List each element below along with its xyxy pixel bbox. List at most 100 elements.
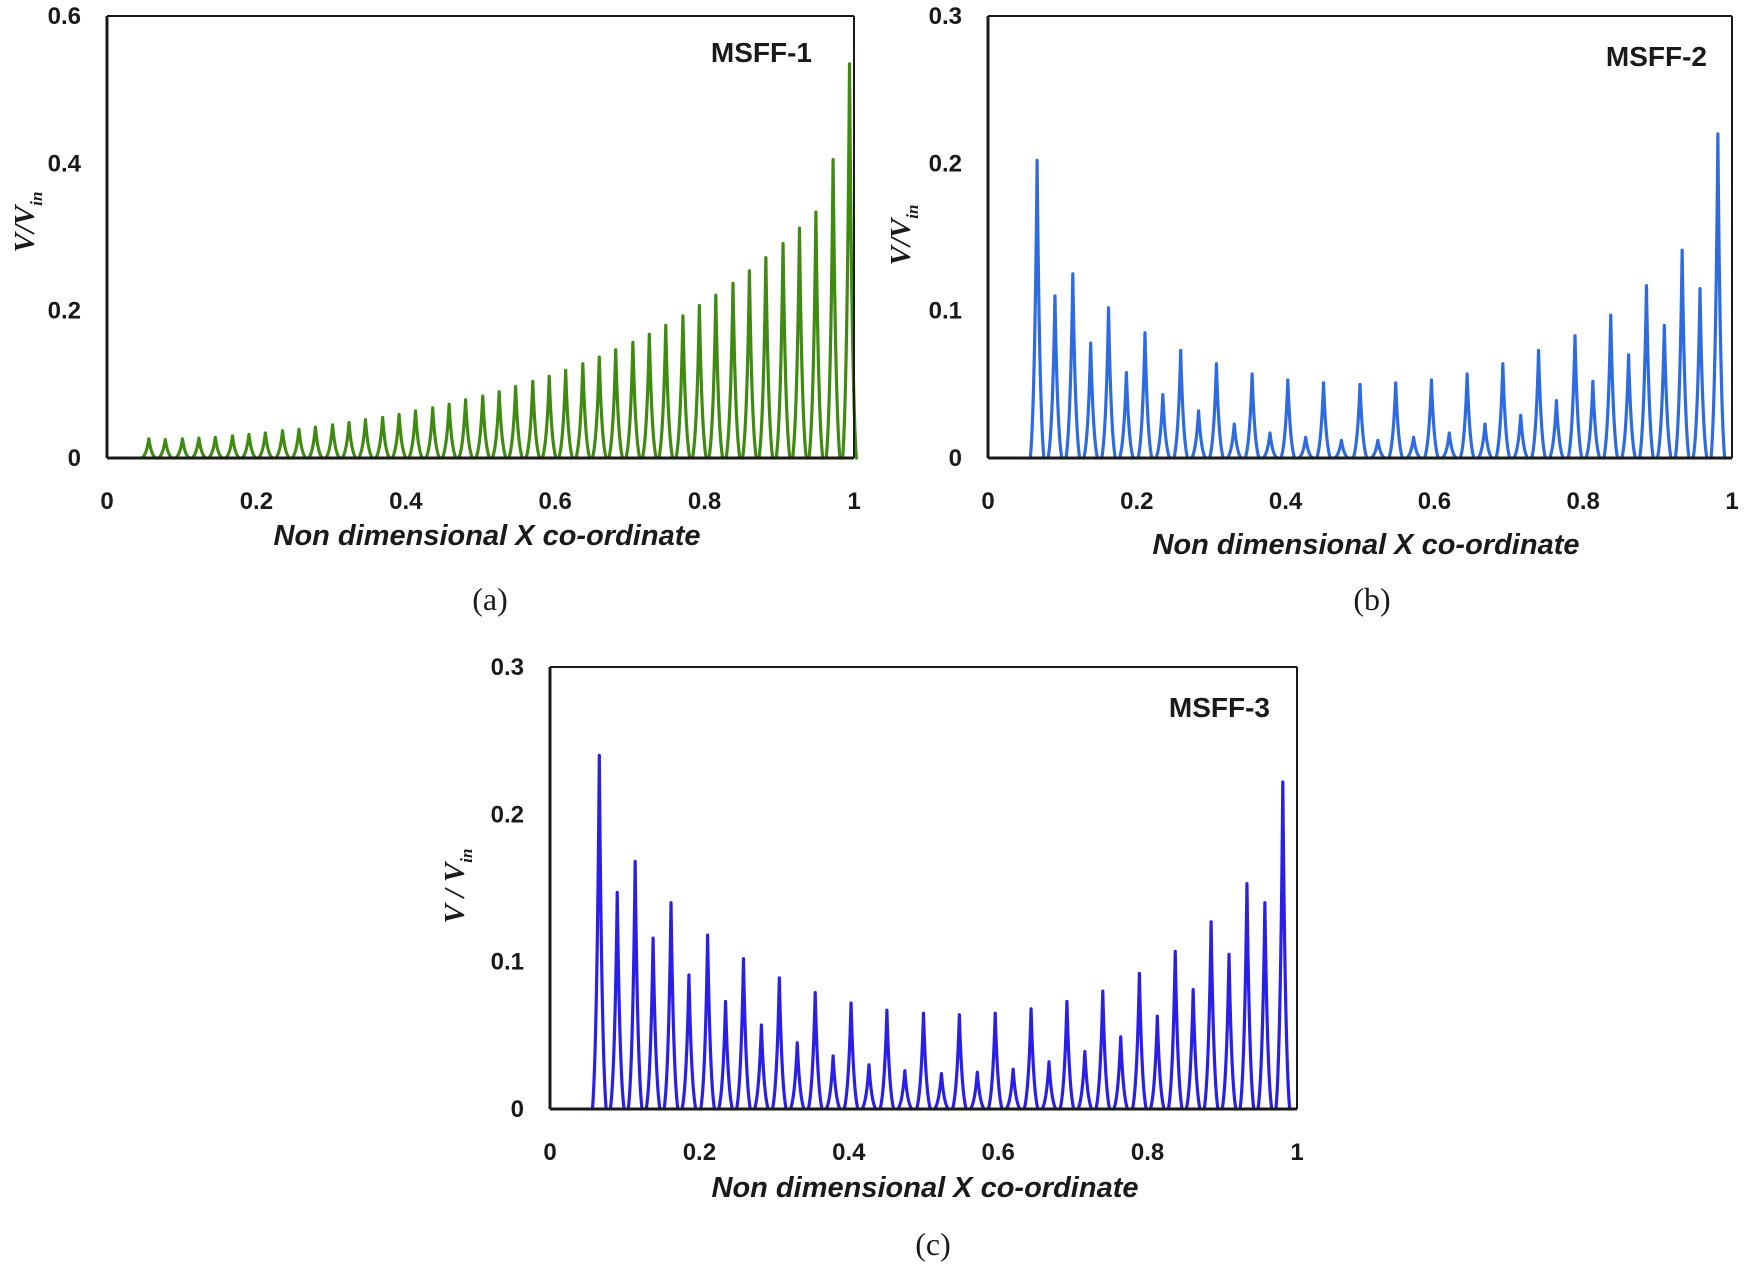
peak-mark: [626, 859, 644, 1111]
x-tick-label: 0: [981, 488, 994, 515]
peak-mark: [1207, 362, 1225, 460]
peak-mark: [1297, 435, 1315, 460]
peak-mark: [540, 374, 558, 460]
peak-mark: [806, 991, 824, 1111]
x-tick-label: 1: [1290, 1139, 1303, 1166]
peak-mark: [1112, 1035, 1130, 1111]
peak-mark: [707, 293, 725, 460]
peak-mark: [1225, 422, 1243, 460]
x-tick-labels: 0 0.2 0.4 0.6 0.8 1: [100, 488, 860, 515]
peak-mark: [774, 242, 792, 460]
peak-mark: [1136, 331, 1154, 460]
peak-mark: [788, 1041, 806, 1111]
peak-mark: [717, 999, 735, 1111]
chart-panel-b: MSFF-2 0 0.1 0.2 0.3 0 0.2 0.4 0.6 0.8 1 Non dim…: [885, 3, 1739, 617]
peak-mark: [624, 340, 642, 460]
peak-mark: [1458, 372, 1476, 460]
x-tick-label: 0.6: [1418, 488, 1451, 515]
peak-mark: [274, 429, 292, 460]
peak-mark: [1691, 286, 1709, 460]
chart-title: MSFF-1: [711, 37, 812, 68]
peak-mark: [640, 332, 658, 460]
y-axis-label-sub: in: [903, 205, 922, 219]
peak-mark: [156, 437, 174, 460]
x-tick-label: 0.4: [832, 1139, 866, 1166]
peak-mark: [1022, 1007, 1040, 1111]
peak-mark: [424, 406, 442, 460]
peak-mark: [1440, 431, 1458, 460]
chart-title: MSFF-3: [1169, 692, 1270, 723]
x-tick-label: 0: [543, 1139, 556, 1166]
peak-mark: [1673, 248, 1691, 460]
peak-mark: [290, 427, 308, 460]
peak-mark: [240, 432, 258, 460]
peak-mark: [1040, 1060, 1058, 1111]
peak-mark: [1184, 988, 1202, 1111]
peak-mark: [1351, 382, 1369, 460]
y-tick-label: 0: [68, 445, 81, 472]
peak-mark: [557, 368, 575, 460]
x-tick-labels: 0 0.2 0.4 0.6 0.8 1: [543, 1139, 1303, 1166]
peak-mark: [1046, 294, 1064, 460]
peak-mark: [699, 933, 717, 1111]
peak-mark: [457, 398, 475, 460]
peak-mark: [724, 281, 742, 460]
peak-mark: [1369, 438, 1387, 460]
peak-mark: [1274, 780, 1292, 1111]
peak-mark: [206, 435, 224, 460]
peak-mark: [574, 362, 592, 460]
x-tick-labels: 0 0.2 0.4 0.6 0.8 1: [981, 488, 1738, 515]
panel-caption: (c): [915, 1226, 951, 1262]
peak-mark: [1547, 398, 1565, 460]
peak-mark: [340, 421, 358, 460]
y-tick-label: 0.2: [929, 150, 962, 177]
x-tick-label: 0: [100, 488, 113, 515]
peak-mark: [524, 379, 542, 460]
peak-mark: [140, 437, 158, 460]
peak-mark: [950, 1013, 968, 1111]
peak-mark: [1655, 323, 1673, 460]
peak-mark: [1584, 379, 1602, 460]
peak-mark: [757, 256, 775, 460]
y-axis-label-sub: in: [27, 192, 46, 206]
peak-mark: [662, 901, 680, 1111]
y-tick-labels: 0 0.1 0.2 0.3: [929, 3, 962, 472]
peak-mark: [752, 1023, 770, 1111]
peak-mark: [1261, 431, 1279, 460]
peak-mark: [644, 936, 662, 1111]
peak-mark: [690, 303, 708, 460]
peak-mark: [607, 348, 625, 460]
peak-mark: [1530, 348, 1547, 460]
series-group: [140, 62, 858, 460]
peak-mark: [680, 973, 698, 1111]
peak-mark: [1494, 362, 1512, 460]
peak-mark: [1028, 158, 1046, 460]
peak-mark: [407, 409, 424, 460]
peak-mark: [1279, 378, 1297, 460]
peak-mark: [190, 436, 208, 460]
y-tick-label: 0.4: [48, 150, 82, 177]
x-axis-label: Non dimensional X co-ordinate: [712, 1172, 1139, 1204]
peak-mark: [1256, 901, 1274, 1111]
x-tick-label: 0.2: [1120, 488, 1153, 515]
y-tick-label: 0.1: [929, 298, 962, 325]
peak-mark: [1422, 378, 1440, 460]
peak-mark: [896, 1069, 914, 1111]
y-tick-label: 0.1: [491, 949, 524, 976]
y-axis-label: V/Vin: [885, 205, 922, 266]
x-tick-label: 0.4: [389, 488, 423, 515]
y-tick-label: 0.3: [929, 3, 962, 30]
peak-mark: [507, 384, 525, 460]
peak-mark: [440, 402, 458, 460]
peak-mark: [790, 226, 808, 460]
peak-mark: [1064, 272, 1082, 460]
peak-mark: [1315, 381, 1332, 460]
peak-mark: [1387, 381, 1405, 460]
peak-mark: [1094, 989, 1112, 1111]
x-axis-label: Non dimensional X co-ordinate: [274, 520, 701, 552]
y-tick-label: 0.6: [48, 3, 81, 30]
peak-mark: [674, 314, 692, 460]
series-group: [590, 753, 1292, 1111]
x-tick-label: 0.4: [1269, 488, 1303, 515]
